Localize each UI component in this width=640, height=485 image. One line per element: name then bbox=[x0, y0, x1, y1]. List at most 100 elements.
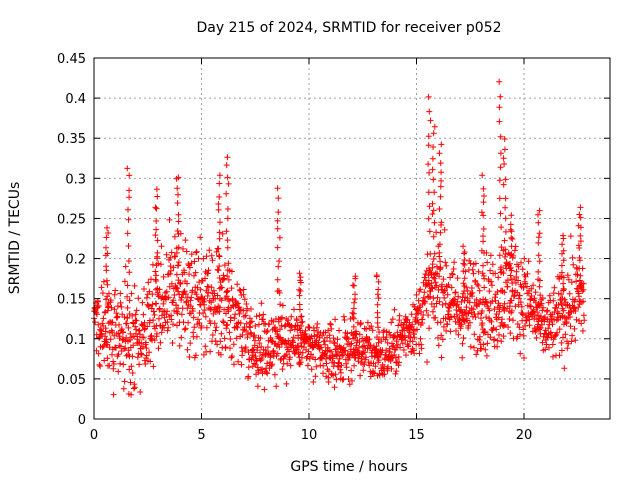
data-point bbox=[566, 290, 573, 297]
data-point bbox=[277, 356, 284, 363]
data-point bbox=[570, 261, 577, 268]
data-point-peak bbox=[500, 270, 507, 277]
data-point bbox=[206, 247, 213, 254]
data-point bbox=[164, 319, 171, 325]
data-point bbox=[579, 327, 586, 334]
data-point bbox=[129, 353, 136, 360]
data-point bbox=[132, 323, 139, 330]
data-point bbox=[405, 342, 412, 349]
data-point bbox=[193, 291, 200, 298]
data-point bbox=[483, 314, 490, 321]
data-point-peak bbox=[425, 93, 432, 100]
data-point-peak bbox=[153, 262, 160, 269]
data-point bbox=[451, 259, 458, 266]
data-point bbox=[517, 350, 524, 357]
data-point bbox=[506, 316, 513, 322]
data-point bbox=[137, 331, 143, 338]
data-point bbox=[565, 340, 572, 347]
data-point bbox=[433, 282, 440, 289]
data-point-peak bbox=[154, 255, 160, 262]
data-point bbox=[433, 300, 440, 307]
data-point-peak bbox=[224, 174, 231, 181]
data-point bbox=[494, 343, 501, 350]
data-point bbox=[256, 321, 262, 328]
data-point bbox=[234, 281, 241, 288]
data-point-peak bbox=[224, 215, 231, 222]
data-point-peak bbox=[535, 300, 542, 307]
data-point bbox=[410, 331, 417, 338]
data-point-peak bbox=[216, 235, 223, 242]
data-point bbox=[520, 284, 527, 291]
data-point bbox=[349, 377, 355, 384]
data-point bbox=[467, 260, 474, 267]
data-point bbox=[448, 314, 455, 321]
data-point bbox=[510, 317, 516, 324]
data-point bbox=[174, 285, 181, 292]
data-point-peak bbox=[536, 258, 543, 265]
y-tick-label: 0.25 bbox=[57, 212, 86, 227]
data-point bbox=[166, 283, 173, 290]
data-point bbox=[308, 333, 315, 340]
data-point-peak bbox=[575, 222, 582, 229]
data-point bbox=[150, 317, 157, 324]
data-point bbox=[363, 326, 370, 332]
data-point bbox=[155, 345, 162, 352]
data-point bbox=[115, 351, 122, 358]
data-point bbox=[122, 263, 129, 270]
data-point bbox=[167, 270, 174, 277]
data-point-peak bbox=[216, 275, 223, 281]
data-point bbox=[207, 348, 214, 355]
data-point bbox=[152, 268, 159, 275]
data-point-peak bbox=[480, 233, 486, 240]
data-point-peak bbox=[438, 283, 445, 290]
data-point bbox=[326, 332, 333, 339]
data-point bbox=[530, 282, 537, 289]
data-point-peak bbox=[501, 161, 508, 167]
data-point bbox=[284, 360, 291, 367]
data-point bbox=[507, 330, 514, 337]
data-point-peak bbox=[224, 273, 231, 280]
data-point bbox=[396, 359, 402, 366]
data-point bbox=[322, 355, 329, 362]
data-point bbox=[248, 318, 255, 325]
data-point bbox=[357, 320, 364, 327]
data-point bbox=[223, 322, 230, 329]
data-point bbox=[351, 362, 358, 369]
data-point bbox=[479, 308, 486, 314]
data-point bbox=[577, 272, 584, 279]
data-point bbox=[224, 321, 231, 328]
data-point bbox=[287, 327, 294, 334]
data-point bbox=[227, 345, 233, 352]
data-point-peak bbox=[125, 258, 132, 264]
data-point bbox=[488, 278, 495, 285]
data-point bbox=[218, 284, 225, 291]
data-point-peak bbox=[501, 146, 508, 153]
data-point bbox=[479, 270, 486, 277]
data-point-peak bbox=[225, 260, 232, 267]
data-point-peak bbox=[508, 251, 515, 258]
data-point bbox=[501, 300, 508, 307]
data-point bbox=[356, 339, 363, 345]
data-point bbox=[395, 354, 402, 360]
data-point bbox=[129, 370, 136, 376]
data-point-peak bbox=[535, 268, 542, 275]
data-point bbox=[128, 391, 135, 398]
data-point-peak bbox=[274, 225, 281, 232]
data-point bbox=[550, 336, 557, 343]
data-point bbox=[428, 280, 435, 287]
data-point-peak bbox=[426, 169, 433, 176]
data-point bbox=[286, 354, 293, 361]
data-point bbox=[475, 268, 482, 275]
data-point bbox=[429, 308, 436, 315]
data-point-peak bbox=[460, 260, 467, 267]
data-point bbox=[384, 339, 391, 346]
data-point bbox=[110, 391, 117, 398]
data-point bbox=[508, 297, 515, 304]
data-point bbox=[230, 341, 237, 348]
data-point bbox=[191, 258, 198, 265]
data-point bbox=[339, 352, 346, 359]
x-tick-label: 20 bbox=[516, 428, 533, 443]
data-point bbox=[106, 362, 113, 369]
data-point bbox=[581, 317, 588, 324]
data-point bbox=[542, 346, 549, 353]
